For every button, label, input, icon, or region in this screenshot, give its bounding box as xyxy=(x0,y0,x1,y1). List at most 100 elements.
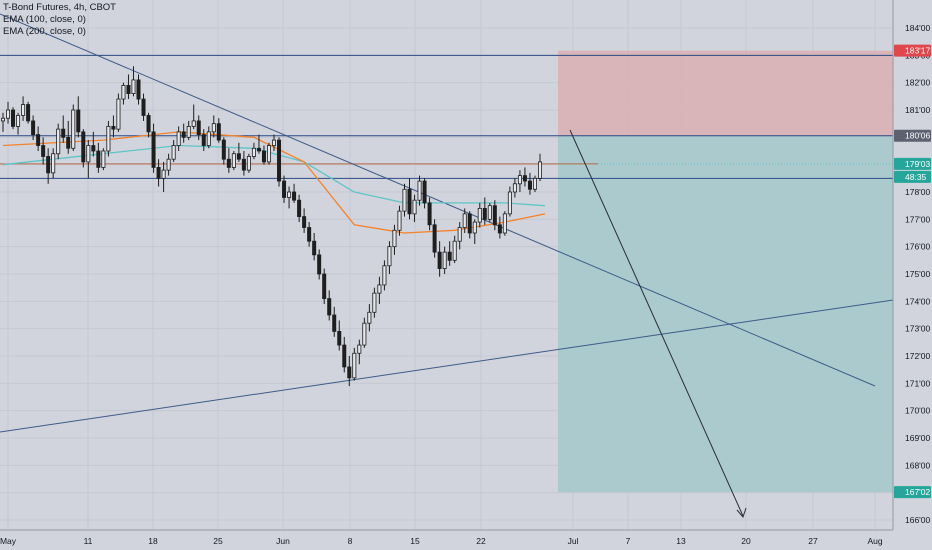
price-axis[interactable]: 184'00183'00182'00181'00180'00179'00178'… xyxy=(892,0,932,550)
candle-up xyxy=(191,120,196,127)
candle-up xyxy=(71,109,76,149)
candle-down xyxy=(91,145,96,152)
time-tick-label: 22 xyxy=(476,536,486,546)
countdown-label-bg xyxy=(894,170,931,183)
candle-up xyxy=(392,229,397,248)
time-tick-label: 20 xyxy=(741,536,751,546)
target-price-label: 167'02 xyxy=(905,487,931,497)
time-tick-label: May xyxy=(0,536,17,546)
candle-down xyxy=(292,191,297,201)
candle-up xyxy=(472,221,477,234)
candle-down xyxy=(297,199,302,217)
candle-up xyxy=(116,98,121,130)
candle-down xyxy=(226,158,231,168)
candle-down xyxy=(31,120,36,136)
candle-down xyxy=(96,150,101,168)
candle-up xyxy=(161,169,166,179)
candle-down xyxy=(256,147,261,152)
candle-up xyxy=(51,153,56,174)
candle-up xyxy=(287,191,292,198)
candle-down xyxy=(522,175,527,182)
price-tick-label: 169'00 xyxy=(905,433,931,443)
candle-down xyxy=(437,251,442,269)
candle-up xyxy=(477,207,482,223)
candle-up xyxy=(86,145,91,163)
current-price-label: 179'03 xyxy=(905,159,931,169)
candle-up xyxy=(402,188,407,212)
countdown-label: 48:35 xyxy=(905,172,927,182)
candle-down xyxy=(156,166,161,179)
candle-down xyxy=(492,205,497,226)
time-tick-label: Jul xyxy=(568,536,579,546)
candle-up xyxy=(417,180,422,201)
candle-up xyxy=(457,227,462,242)
candle-up xyxy=(231,153,236,168)
stop-zone xyxy=(558,50,893,136)
candle-down xyxy=(312,240,317,256)
price-tick-label: 177'00 xyxy=(905,214,931,224)
candle-down xyxy=(497,224,502,234)
legend-ema200[interactable]: EMA (200, close, 0) xyxy=(3,26,86,37)
candle-down xyxy=(181,131,186,138)
stop-price-label-bg xyxy=(894,44,931,57)
entry-price-label: 180'06 xyxy=(905,131,931,141)
target-price-label-bg xyxy=(894,486,931,499)
time-axis[interactable]: May 11 18 25 Jun 8 15 22 Jul 7 13 20 27 Aug xyxy=(0,529,893,546)
price-tick-label: 166'00 xyxy=(905,515,931,525)
candle-down xyxy=(277,139,282,182)
candle-down xyxy=(66,136,71,149)
candle-up xyxy=(512,183,517,193)
price-tick-label: 175'00 xyxy=(905,269,931,279)
candle-up xyxy=(121,85,126,100)
projection-arrow[interactable] xyxy=(569,129,747,518)
candle-down xyxy=(36,134,41,146)
entry-price-label-bg xyxy=(894,129,931,142)
candle-down xyxy=(151,131,156,168)
candle-up xyxy=(382,265,387,286)
candle-up xyxy=(387,246,392,267)
candle-up xyxy=(357,344,362,354)
candle-up xyxy=(16,115,21,127)
candle-up xyxy=(166,158,171,171)
time-tick-label: Aug xyxy=(867,536,882,546)
time-tick-label: 27 xyxy=(808,536,818,546)
candle-down xyxy=(81,131,86,163)
candle-up xyxy=(0,117,6,122)
candle-up xyxy=(412,199,417,215)
candle-down xyxy=(236,153,241,160)
legend-ema100[interactable]: EMA (100, close, 0) xyxy=(3,14,86,25)
time-tick-label: Jun xyxy=(276,536,290,546)
position-zones[interactable] xyxy=(558,50,893,493)
candle-down xyxy=(307,227,312,242)
candle-down xyxy=(327,298,332,316)
candle-down xyxy=(126,85,131,95)
candle-down xyxy=(527,180,532,190)
price-tick-label: 170'00 xyxy=(905,406,931,416)
candles xyxy=(0,66,543,387)
target-zone xyxy=(558,135,893,493)
time-tick-label: 11 xyxy=(84,536,93,546)
candle-down xyxy=(347,366,352,379)
candle-down xyxy=(136,79,141,100)
candle-down xyxy=(427,202,432,226)
legend-symbol[interactable]: T-Bond Futures, 4h, CBOT xyxy=(3,2,116,13)
price-tick-label: 184'00 xyxy=(905,23,931,33)
candle-up xyxy=(171,145,176,160)
candle-down xyxy=(322,273,327,300)
time-tick-label: 25 xyxy=(213,536,223,546)
price-tick-label: 172'00 xyxy=(905,351,931,361)
price-tick-label: 182'00 xyxy=(905,78,931,88)
price-tick-label: 174'00 xyxy=(905,296,931,306)
trendlines[interactable] xyxy=(0,13,894,433)
price-tick-label: 178'00 xyxy=(905,187,931,197)
candle-up xyxy=(56,128,61,155)
candle-up xyxy=(246,156,251,171)
candle-up xyxy=(6,109,11,119)
candle-up xyxy=(362,322,367,346)
candle-up xyxy=(367,311,372,324)
candle-up xyxy=(266,145,271,163)
candle-down xyxy=(46,156,51,174)
price-tick-label: 173'00 xyxy=(905,324,931,334)
